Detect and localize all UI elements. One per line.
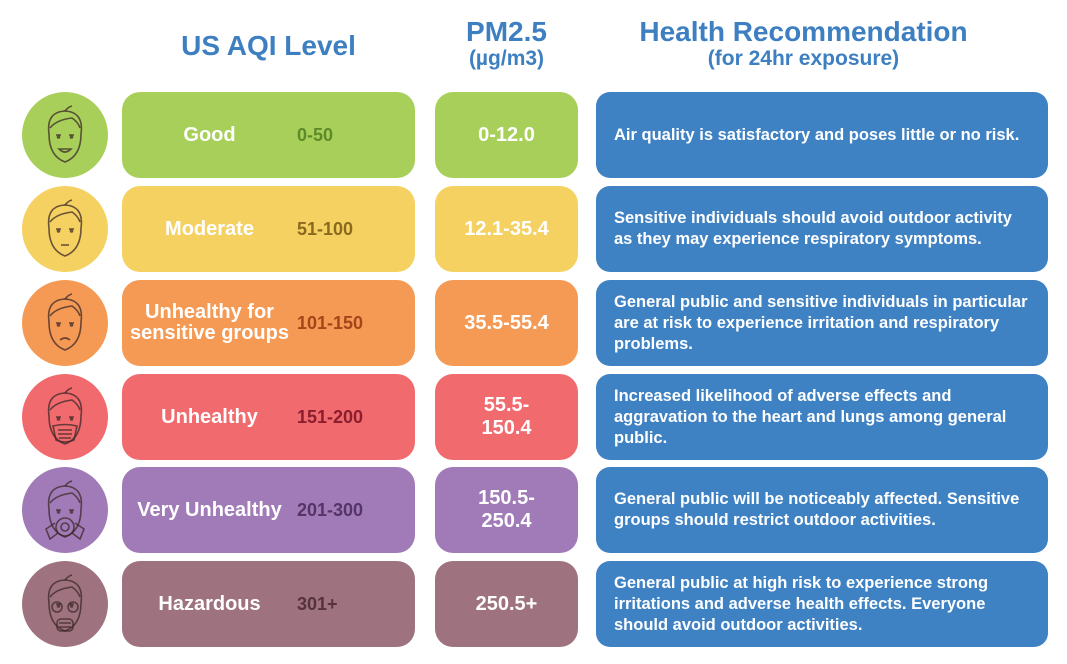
health-recommendation-text: General public at high risk to experienc… [614, 573, 989, 634]
aqi-level-label: Hazardous [158, 592, 261, 615]
pm25-range: 250.5+ [475, 592, 538, 615]
aqi-row: Very Unhealthy 201-300 150.5-250.4 Gener… [0, 467, 1067, 553]
pm25-box: 0-12.0 [435, 92, 578, 178]
health-recommendation-text: Sensitive individuals should avoid outdo… [614, 209, 1012, 248]
pm25-range: 55.5-150.4 [481, 394, 532, 439]
aqi-row: Moderate 51-100 12.1-35.4 Sensitive indi… [0, 186, 1067, 272]
aqi-level-label: Unhealthy for sensitive groups [130, 301, 289, 344]
aqi-level-box: Unhealthy for sensitive groups 101-150 [122, 280, 415, 366]
sad-face-icon [22, 280, 108, 366]
aqi-range: 0-50 [297, 124, 334, 145]
aqi-range: 101-150 [297, 312, 364, 333]
health-recommendation-text: Air quality is satisfactory and poses li… [614, 125, 1020, 144]
aqi-level-box: Moderate 51-100 [122, 186, 415, 272]
health-header-title: Health Recommendation [639, 16, 968, 47]
aqi-level-label: Unhealthy [161, 405, 258, 428]
respirator-face-icon [22, 467, 108, 553]
health-header: Health Recommendation (for 24hr exposure) [596, 16, 1011, 70]
pm25-range: 35.5-55.4 [464, 311, 549, 334]
pm25-range: 12.1-35.4 [464, 217, 549, 240]
gas-mask-icon [22, 561, 108, 647]
health-header-subtitle: (for 24hr exposure) [707, 47, 900, 70]
aqi-level-label: Moderate [165, 217, 254, 240]
aqi-level-box: Very Unhealthy 201-300 [122, 467, 415, 553]
pm25-range: 0-12.0 [478, 123, 535, 146]
aqi-level-box: Good 0-50 [122, 92, 415, 178]
pm-header: PM2.5 (µg/m3) [435, 16, 578, 70]
face-mask-icon [22, 374, 108, 460]
health-recommendation-box: Air quality is satisfactory and poses li… [596, 92, 1048, 178]
health-recommendation-text: General public will be noticeably affect… [614, 490, 1020, 529]
health-recommendation-box: Increased likelihood of adverse effects … [596, 374, 1048, 460]
health-recommendation-text: General public and sensitive individuals… [614, 292, 1028, 353]
neutral-face-icon [22, 186, 108, 272]
aqi-level-box: Hazardous 301+ [122, 561, 415, 647]
pm25-box: 35.5-55.4 [435, 280, 578, 366]
health-recommendation-box: Sensitive individuals should avoid outdo… [596, 186, 1048, 272]
aqi-range: 51-100 [297, 218, 354, 239]
pm25-box: 12.1-35.4 [435, 186, 578, 272]
pm25-box: 150.5-250.4 [435, 467, 578, 553]
health-recommendation-box: General public will be noticeably affect… [596, 467, 1048, 553]
aqi-row: Unhealthy 151-200 55.5-150.4 Increased l… [0, 374, 1067, 460]
pm25-box: 250.5+ [435, 561, 578, 647]
aqi-range: 151-200 [297, 406, 364, 427]
aqi-level-box: Unhealthy 151-200 [122, 374, 415, 460]
pm-header-unit: (µg/m3) [468, 47, 545, 70]
health-recommendation-box: General public at high risk to experienc… [596, 561, 1048, 647]
aqi-row: Unhealthy for sensitive groups 101-150 3… [0, 280, 1067, 366]
aqi-range: 301+ [297, 593, 338, 614]
smiling-face-icon [22, 92, 108, 178]
aqi-row: Good 0-50 0-12.0 Air quality is satisfac… [0, 92, 1067, 178]
aqi-header: US AQI Level [122, 32, 415, 60]
aqi-row: Hazardous 301+ 250.5+ General public at … [0, 561, 1067, 647]
pm-header-title: PM2.5 [466, 16, 547, 47]
aqi-range: 201-300 [297, 499, 364, 520]
aqi-header-title: US AQI Level [181, 30, 356, 61]
pm25-box: 55.5-150.4 [435, 374, 578, 460]
health-recommendation-text: Increased likelihood of adverse effects … [614, 386, 1007, 447]
pm25-range: 150.5-250.4 [478, 487, 535, 532]
aqi-level-label: Very Unhealthy [137, 498, 282, 521]
aqi-level-label: Good [183, 123, 236, 146]
health-recommendation-box: General public and sensitive individuals… [596, 280, 1048, 366]
